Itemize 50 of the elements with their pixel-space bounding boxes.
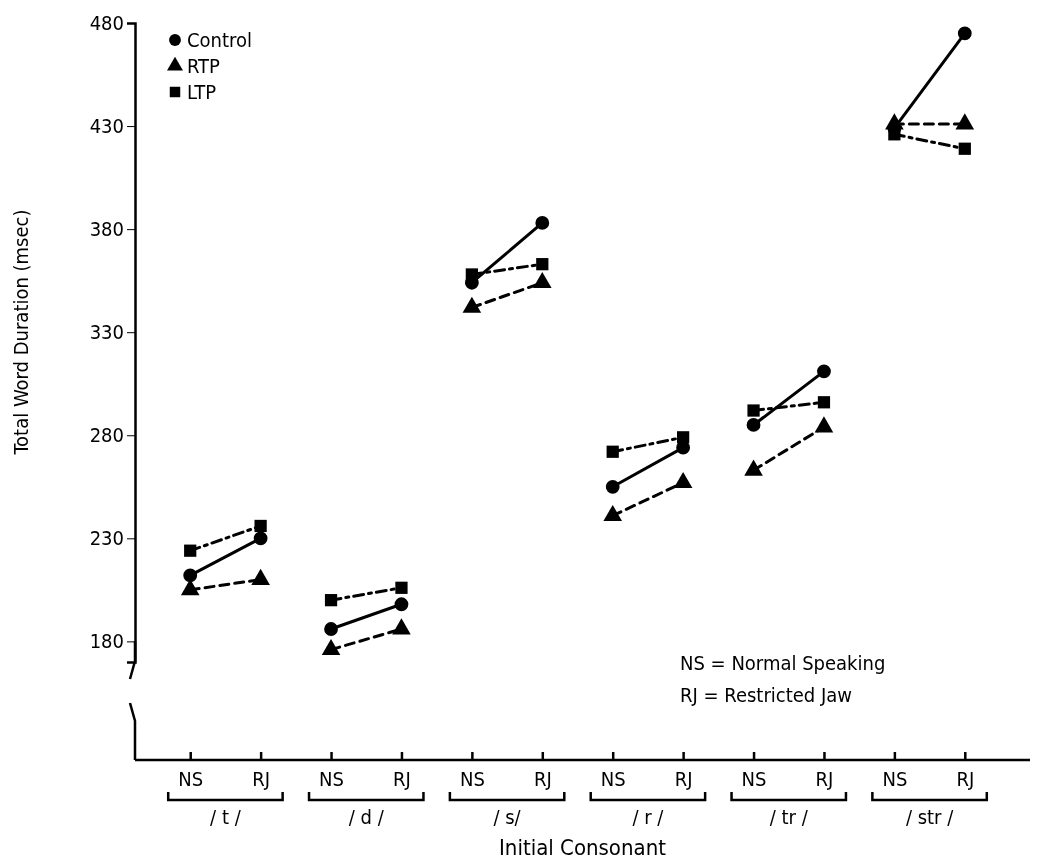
point	[324, 622, 338, 636]
text: RJ = Restricted Jaw	[680, 683, 853, 707]
point	[324, 594, 338, 607]
point	[957, 26, 972, 41]
x-tick-label: NS	[600, 767, 626, 792]
point	[536, 258, 549, 271]
point	[184, 544, 197, 557]
x-tick-label: RJ	[533, 767, 552, 792]
x-tick-label: NS	[459, 767, 485, 792]
point	[958, 142, 971, 155]
text: / tr /	[769, 805, 809, 829]
point	[254, 519, 267, 533]
x-tick-label: NS	[741, 767, 767, 792]
point	[535, 216, 550, 230]
point	[746, 418, 761, 432]
y-tick-label: 230	[89, 526, 124, 551]
text: / s/	[493, 805, 522, 829]
x-tick-label: NS	[178, 767, 204, 792]
y-tick-label: 180	[89, 629, 124, 654]
x-tick-label: NS	[319, 767, 344, 792]
y-tick-label: 330	[89, 320, 124, 345]
point	[183, 568, 198, 583]
point	[605, 479, 620, 494]
x-tick-label: RJ	[252, 767, 271, 792]
x-tick-label: NS	[882, 767, 908, 792]
x-tick-label: RJ	[815, 767, 834, 792]
y-tick-label: 430	[89, 113, 124, 138]
y-axis-title: Total Word Duration (msec)	[9, 209, 33, 456]
annotation: NS = Normal Speaking	[680, 651, 886, 675]
text: / r /	[632, 805, 665, 829]
text: / str /	[905, 805, 955, 829]
text: / t /	[210, 805, 242, 829]
point	[606, 445, 619, 458]
point	[394, 597, 409, 612]
y-tick-label: 280	[89, 423, 124, 448]
point	[747, 404, 760, 417]
x-tick-label: RJ	[956, 767, 975, 792]
point	[817, 364, 831, 379]
text: / d /	[348, 805, 385, 829]
point	[253, 531, 268, 546]
y-tick-label: 380	[89, 217, 124, 242]
point	[817, 396, 831, 409]
x-axis-title: Initial Consonant	[499, 835, 667, 860]
point	[395, 581, 408, 594]
x-tick-label: RJ	[393, 767, 411, 792]
legend-label: RTP	[187, 54, 221, 78]
y-tick-label: 480	[89, 10, 124, 35]
x-tick-label: RJ	[674, 767, 693, 792]
legend-label: Control	[187, 28, 252, 52]
legend-label: LTP	[187, 80, 217, 104]
